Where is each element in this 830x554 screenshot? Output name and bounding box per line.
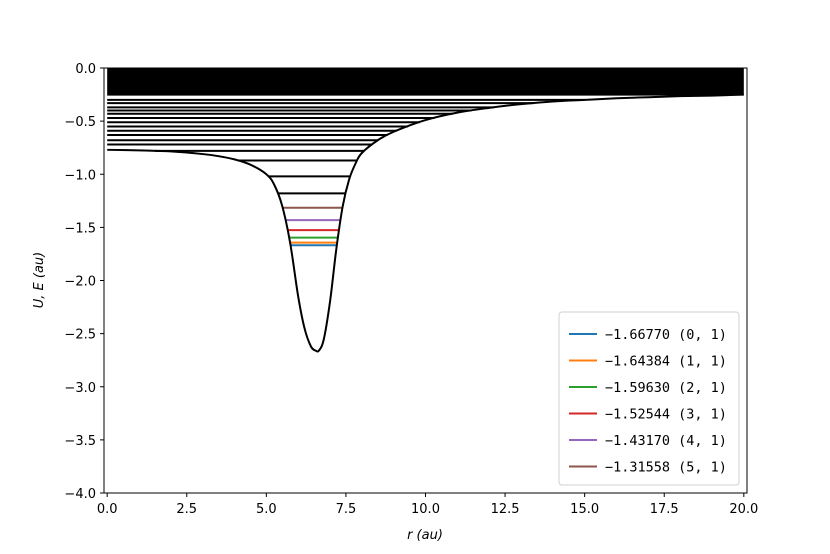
y-tick-label: −3.0 (64, 381, 96, 396)
continuum-band (107, 68, 744, 96)
plot-area (107, 68, 744, 353)
x-axis: 0.0 2.5 5.0 7.5 10.0 12.5 15.0 17.5 20.0 (97, 493, 758, 517)
x-tick-label: 20.0 (729, 502, 758, 517)
legend: −1.66770 (0, 1) −1.64384 (1, 1) −1.59630 (… (558, 311, 740, 486)
x-tick-label: 0.0 (97, 502, 118, 517)
y-axis-label: U, E (au) (32, 252, 47, 308)
bound-state-levels (282, 206, 343, 247)
x-tick-label: 17.5 (650, 502, 679, 517)
y-tick-label: −3.5 (64, 434, 96, 449)
y-tick-label: −0.5 (64, 115, 96, 130)
legend-label: −1.43170 (4, 1) (605, 433, 727, 449)
legend-label: −1.59630 (2, 1) (605, 380, 727, 396)
energy-levels (107, 98, 585, 195)
potential-curve-line (107, 93, 744, 353)
x-tick-label: 12.5 (491, 502, 520, 517)
x-tick-label: 5.0 (256, 502, 277, 517)
legend-label: −1.64384 (1, 1) (605, 354, 727, 370)
x-tick-label: 7.5 (336, 502, 357, 517)
y-axis: 0.0 −0.5 −1.0 −1.5 −2.0 −2.5 −3.0 −3.5 −4.0 (64, 62, 104, 502)
x-axis-label: r (au) (407, 528, 443, 543)
x-tick-label: 15.0 (570, 502, 599, 517)
y-tick-label: −4.0 (64, 487, 96, 502)
x-tick-label: 10.0 (411, 502, 440, 517)
y-tick-label: 0.0 (75, 62, 96, 77)
legend-box (558, 311, 740, 486)
legend-label: −1.66770 (0, 1) (605, 327, 727, 343)
continuum-band-fill (107, 68, 744, 96)
y-tick-label: −1.5 (64, 221, 96, 236)
y-tick-label: −2.5 (64, 328, 96, 343)
y-tick-label: −1.0 (64, 168, 96, 183)
y-tick-label: −2.0 (64, 275, 96, 290)
legend-label: −1.52544 (3, 1) (605, 407, 727, 423)
legend-label: −1.31558 (5, 1) (605, 460, 727, 476)
x-tick-label: 2.5 (176, 502, 197, 517)
potential-curve (107, 93, 744, 353)
